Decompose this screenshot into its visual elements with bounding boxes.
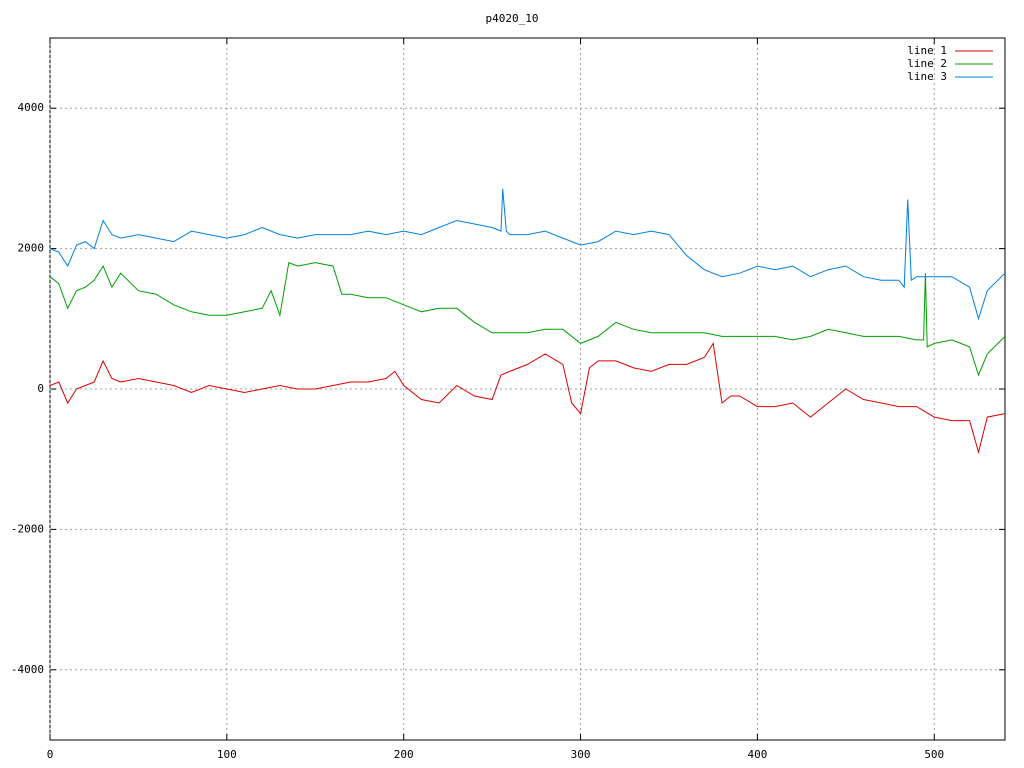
x-tick-label: 0 — [47, 748, 54, 761]
y-tick-label: 0 — [37, 382, 44, 395]
x-tick-label: 100 — [217, 748, 237, 761]
x-tick-label: 300 — [571, 748, 591, 761]
series-line — [49, 261, 1006, 377]
series-line — [49, 188, 1006, 321]
y-tick-label: -4000 — [11, 663, 44, 676]
chart-title: p4020_10 — [486, 12, 539, 25]
y-tick-label: 4000 — [18, 101, 45, 114]
x-tick-label: 400 — [747, 748, 767, 761]
legend-label: line 2 — [907, 57, 947, 70]
series-line — [49, 341, 1006, 455]
legend-label: line 3 — [907, 70, 947, 83]
x-tick-label: 200 — [394, 748, 414, 761]
legend-label: line 1 — [907, 44, 947, 57]
y-tick-label: 2000 — [18, 242, 45, 255]
y-tick-label: -2000 — [11, 522, 44, 535]
x-tick-label: 500 — [924, 748, 944, 761]
